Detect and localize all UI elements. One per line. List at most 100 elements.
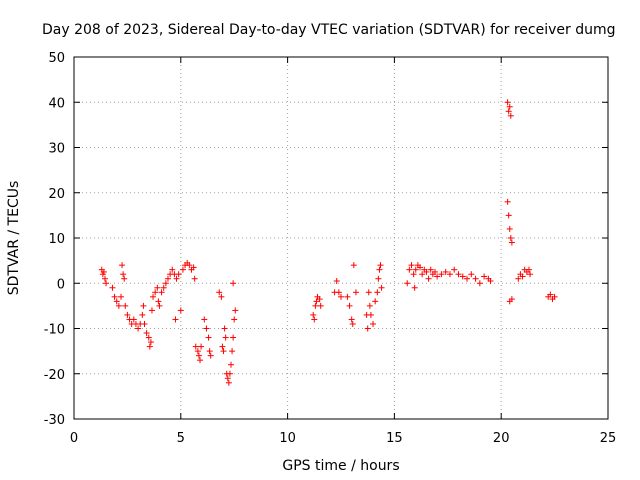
y-tick-label-20: 20 [48, 187, 65, 202]
data-point [191, 275, 198, 282]
data-point [338, 293, 344, 300]
data-point [158, 289, 165, 296]
data-point [206, 348, 213, 355]
x-tick-label-0: 0 [70, 431, 78, 446]
data-point [175, 271, 182, 278]
data-point [508, 239, 515, 246]
data-point [225, 379, 232, 386]
data-point [419, 271, 426, 278]
data-point [139, 311, 146, 318]
data-point [120, 271, 127, 278]
data-point [179, 266, 186, 273]
data-point [505, 108, 512, 115]
data-point [172, 316, 179, 323]
data-point [231, 316, 238, 323]
y-axis-ticks: 50 40 30 20 10 0 -10 -20 -30 [44, 51, 608, 428]
data-point [472, 275, 479, 282]
data-point [122, 302, 129, 309]
data-point [221, 325, 228, 332]
data-point [100, 268, 107, 275]
data-point [119, 262, 126, 269]
data-point [121, 275, 128, 282]
data-point [423, 268, 430, 275]
data-point [101, 275, 108, 282]
data-point [227, 361, 234, 368]
grid-lines [74, 57, 608, 419]
data-point [346, 302, 353, 309]
data-point [446, 271, 453, 278]
data-point [156, 302, 163, 309]
data-point [374, 289, 381, 296]
data-point [464, 275, 471, 282]
y-tick-label--30: -30 [44, 413, 65, 428]
y-axis-label: SDTVAR / TECUs [6, 181, 22, 296]
data-point [220, 348, 227, 355]
y-tick-label-50: 50 [48, 51, 65, 66]
data-point [434, 273, 441, 280]
data-point [451, 266, 458, 273]
data-point [375, 275, 382, 282]
data-point [150, 293, 157, 300]
data-point [207, 352, 214, 359]
data-point [376, 266, 383, 273]
data-point [507, 235, 514, 241]
data-point [224, 375, 231, 382]
data-point [519, 273, 526, 280]
data-point [311, 316, 318, 323]
data-point [205, 334, 212, 341]
data-point [410, 271, 417, 278]
data-point [194, 348, 201, 355]
data-point [109, 284, 116, 291]
data-point [551, 293, 558, 300]
data-point [222, 334, 229, 341]
data-point [459, 273, 466, 280]
data-point [117, 293, 124, 300]
data-point [408, 262, 415, 269]
data-point [481, 273, 488, 280]
data-point [406, 266, 413, 273]
data-point [404, 280, 411, 287]
x-tick-label-20: 20 [493, 431, 510, 446]
data-point [154, 284, 161, 291]
chart-title: Day 208 of 2023, Sidereal Day-to-day VTE… [42, 22, 616, 38]
data-point [124, 311, 131, 318]
data-point [103, 280, 110, 287]
data-marks [98, 99, 558, 386]
data-point [313, 298, 320, 305]
data-point [141, 320, 148, 327]
data-point [148, 307, 155, 314]
data-point [155, 298, 162, 305]
y-tick-label--10: -10 [44, 323, 65, 338]
data-point [152, 289, 159, 296]
data-point [169, 266, 176, 273]
data-point [230, 280, 237, 287]
data-point [160, 284, 167, 291]
data-point [316, 296, 323, 303]
y-tick-label-0: 0 [57, 277, 65, 292]
data-point [515, 275, 522, 282]
data-point [455, 271, 462, 278]
x-tick-label-25: 25 [600, 431, 617, 446]
data-point [425, 275, 432, 282]
data-point [335, 289, 342, 296]
data-point [145, 334, 152, 341]
data-point [164, 275, 171, 282]
data-point [173, 275, 180, 282]
data-point [505, 212, 512, 219]
x-tick-label-5: 5 [177, 431, 185, 446]
data-point [507, 112, 514, 119]
data-point [201, 316, 208, 323]
data-point [312, 302, 319, 309]
data-point [372, 298, 379, 305]
data-point [198, 343, 205, 350]
data-point [130, 316, 137, 323]
data-point [230, 334, 237, 341]
data-point [427, 266, 434, 273]
data-point [186, 262, 193, 269]
data-point [349, 320, 356, 327]
data-point [135, 325, 142, 332]
y-tick-label-40: 40 [48, 96, 65, 111]
data-point [547, 291, 554, 298]
data-point [203, 325, 210, 332]
